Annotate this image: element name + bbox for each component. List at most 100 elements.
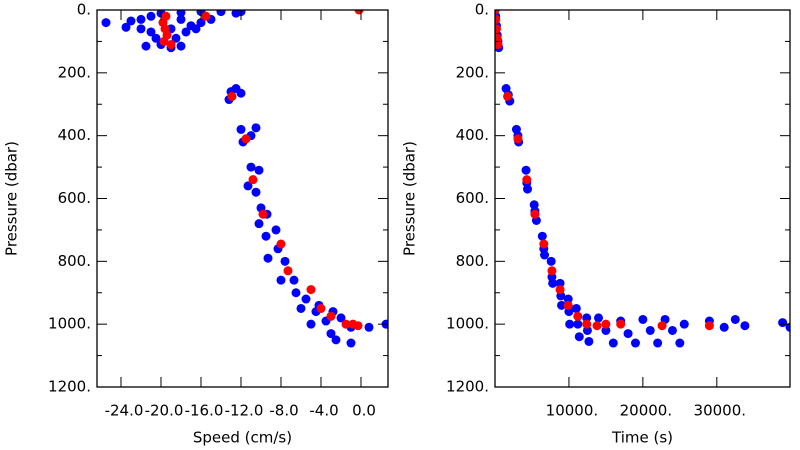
point: [555, 278, 565, 288]
point: [563, 294, 573, 304]
point: [546, 256, 556, 266]
point: [336, 313, 346, 323]
y-tick-label: 0.: [77, 1, 91, 19]
point: [495, 10, 500, 15]
point: [346, 338, 356, 348]
point: [557, 300, 567, 310]
point: [679, 319, 689, 329]
point: [513, 134, 523, 144]
point: [201, 11, 211, 21]
x-tick-label: -4.0: [309, 402, 338, 420]
point: [254, 219, 264, 229]
plot-frame: [494, 9, 791, 388]
point: [630, 338, 640, 348]
point: [645, 325, 655, 335]
point: [582, 313, 592, 323]
point: [704, 321, 714, 331]
x-tick-label: -8.0: [269, 402, 298, 420]
point: [176, 14, 186, 24]
x-tick-label: 10000.: [546, 402, 599, 420]
point: [243, 181, 253, 191]
point: [601, 325, 611, 335]
point: [248, 175, 258, 185]
point: [574, 332, 584, 342]
point: [146, 11, 156, 21]
point: [778, 318, 788, 328]
point: [540, 250, 550, 260]
point: [251, 123, 261, 133]
plot-area: [101, 10, 388, 348]
point: [236, 88, 246, 98]
point: [271, 225, 281, 235]
point: [176, 41, 186, 51]
point: [623, 329, 633, 339]
point: [101, 18, 111, 28]
point: [638, 314, 648, 324]
point: [176, 10, 186, 18]
y-tick-label: 1000.: [446, 315, 489, 333]
point: [121, 22, 131, 32]
point: [503, 91, 513, 101]
y-tick-label: 800.: [456, 252, 489, 270]
point: [584, 336, 594, 346]
y-tick-label: 800.: [58, 252, 91, 270]
point: [296, 303, 306, 313]
point: [341, 319, 351, 329]
point: [521, 165, 531, 175]
point: [141, 41, 151, 51]
y-axis-title: Pressure (dbar): [3, 141, 21, 256]
point: [573, 311, 583, 321]
y-tick-label: 400.: [58, 126, 91, 144]
x-axis-title: Time (s): [611, 429, 673, 447]
x-axis-title: Speed (cm/s): [193, 429, 292, 447]
point: [331, 335, 341, 345]
point: [592, 321, 602, 331]
point: [364, 322, 374, 332]
point: [171, 33, 181, 43]
point: [548, 278, 558, 288]
point: [594, 313, 604, 323]
point: [254, 165, 264, 175]
point: [261, 231, 271, 241]
point: [547, 266, 557, 276]
point: [159, 36, 169, 46]
point: [181, 27, 191, 37]
point: [196, 18, 206, 28]
point: [306, 319, 316, 329]
point: [565, 319, 575, 329]
x-tick-label: 0.0: [352, 402, 376, 420]
point: [227, 91, 237, 101]
point: [146, 27, 156, 37]
y-tick-label: 600.: [456, 189, 489, 207]
point: [582, 319, 592, 329]
point: [236, 124, 246, 134]
point: [326, 329, 336, 339]
point: [136, 14, 146, 24]
point: [539, 239, 549, 249]
y-tick-label: 400.: [456, 126, 489, 144]
point: [730, 314, 740, 324]
point: [563, 300, 573, 310]
point: [616, 319, 626, 329]
point: [571, 303, 581, 313]
point: [291, 288, 301, 298]
point: [667, 325, 677, 335]
point: [653, 338, 663, 348]
point: [216, 10, 226, 17]
point: [316, 303, 326, 313]
point: [166, 40, 176, 50]
x-tick-label: -24.0: [105, 402, 144, 420]
point: [719, 322, 729, 332]
point: [657, 321, 667, 331]
point: [276, 275, 286, 285]
point: [191, 24, 201, 34]
point: [231, 10, 241, 18]
point: [785, 322, 790, 332]
point: [740, 321, 750, 331]
point: [280, 256, 290, 266]
point: [537, 231, 547, 241]
point: [126, 16, 136, 26]
point: [608, 338, 618, 348]
